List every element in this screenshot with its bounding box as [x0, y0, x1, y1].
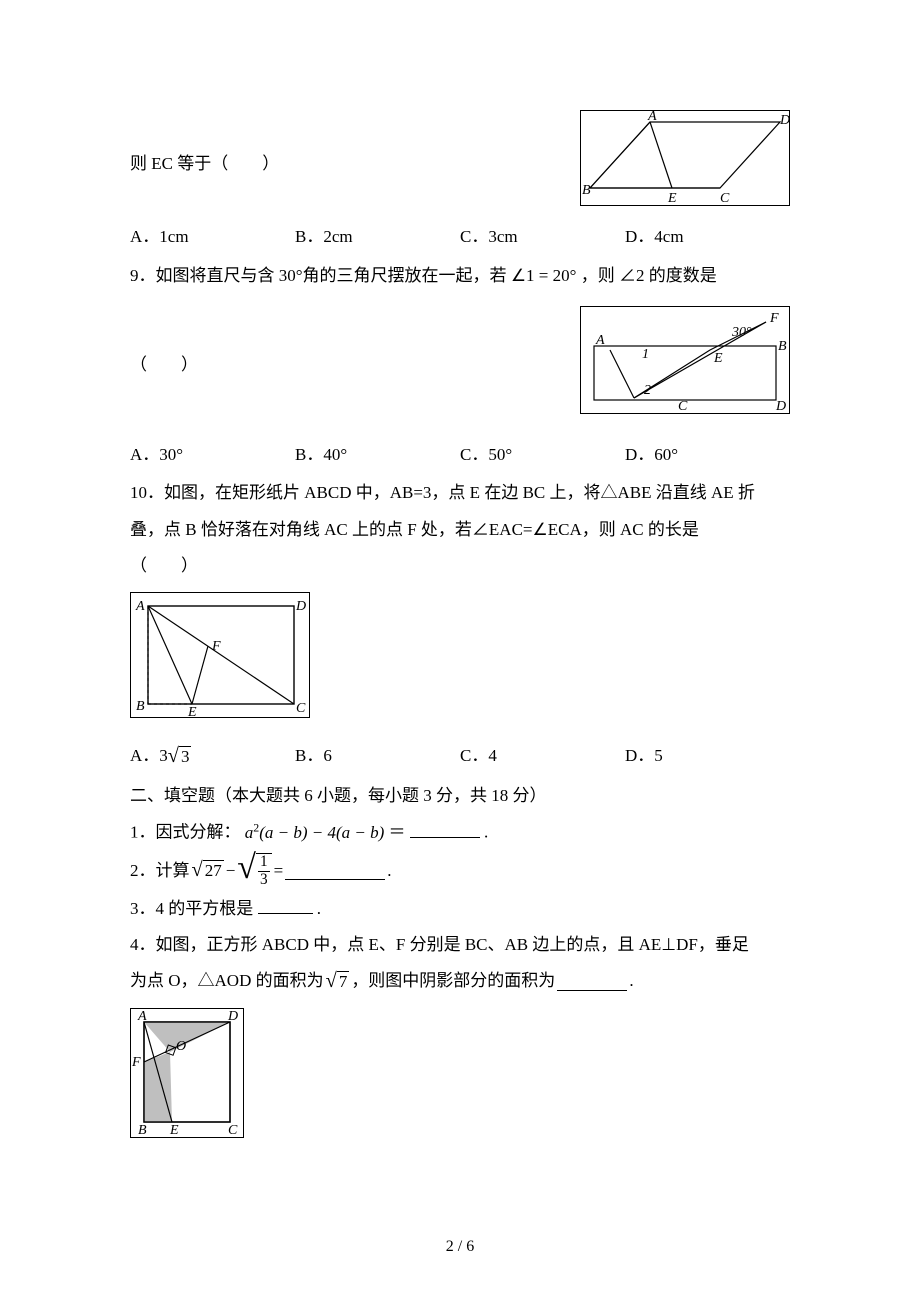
- svg-text:A: A: [137, 1009, 147, 1024]
- f4-figure: A B C D E F O: [130, 1008, 244, 1149]
- f2-rad-frac: √ 13: [237, 853, 271, 889]
- q10-paren: （ ）: [130, 550, 790, 582]
- f2-eq: =: [274, 855, 284, 887]
- q9-angle1: ∠1 = 20°: [511, 266, 577, 285]
- svg-text:D: D: [779, 113, 790, 128]
- q10-figure: A B C D E F: [130, 592, 310, 729]
- q8-opt-d: D．4cm: [625, 221, 790, 253]
- svg-text:F: F: [211, 639, 221, 654]
- q8-options: A．1cm B．2cm C．3cm D．4cm: [130, 221, 790, 253]
- q9-options: A．30° B．40° C．50° D．60°: [130, 439, 790, 471]
- svg-text:B: B: [778, 339, 787, 354]
- svg-text:A: A: [135, 599, 145, 614]
- q8-figure: A D B E C: [580, 110, 790, 217]
- svg-text:E: E: [169, 1123, 179, 1138]
- q8-opt-c: C．3cm: [460, 221, 625, 253]
- svg-text:E: E: [667, 191, 677, 206]
- svg-text:B: B: [136, 699, 145, 714]
- q10-stem-1: 10．如图，在矩形纸片 ABCD 中，AB=3，点 E 在边 BC 上，将△AB…: [130, 477, 790, 509]
- f4-line2: 为点 O，△AOD 的面积为 √7 ，则图中阴影部分的面积为 .: [130, 965, 790, 997]
- f3-blank: [258, 896, 313, 914]
- svg-text:C: C: [296, 701, 306, 716]
- q10-opt-c: C．4: [460, 740, 625, 772]
- q9-opt-a: A．30°: [130, 439, 295, 471]
- f1-eq: ＝: [389, 823, 406, 842]
- f3: 3．4 的平方根是 .: [130, 893, 790, 925]
- f2-suffix: .: [387, 855, 391, 887]
- f4-blank: [557, 973, 627, 991]
- q9-stem-1: 9．如图将直尺与含 30°角的三角尺摆放在一起，若: [130, 266, 507, 285]
- q10-opt-d: D．5: [625, 740, 790, 772]
- q9-opt-b: B．40°: [295, 439, 460, 471]
- svg-text:D: D: [227, 1009, 238, 1024]
- svg-text:B: B: [582, 183, 591, 198]
- q9-paren: （ ）: [130, 349, 198, 381]
- f3-suffix: .: [317, 899, 321, 918]
- q9-stem: 9．如图将直尺与含 30°角的三角尺摆放在一起，若 ∠1 = 20° ，则 ∠2…: [130, 260, 790, 292]
- f4-line2b: ，则图中阴影部分的面积为: [351, 965, 555, 997]
- svg-text:D: D: [295, 599, 306, 614]
- q8-opt-b: B．2cm: [295, 221, 460, 253]
- q9-row: （ ） A B C D E F 30° 1 2: [130, 306, 790, 425]
- q10-options: A．3√3 B．6 C．4 D．5: [130, 740, 790, 772]
- f2: 2．计算 √27 − √ 13 = .: [130, 853, 790, 889]
- q9-opt-c: C．50°: [460, 439, 625, 471]
- section2-title: 二、填空题（本大题共 6 小题，每小题 3 分，共 18 分）: [130, 780, 790, 812]
- svg-text:D: D: [775, 399, 786, 414]
- f2-rad27: √27: [192, 860, 224, 881]
- svg-text:F: F: [769, 311, 779, 326]
- q10-opt-a-prefix: A．: [130, 746, 159, 765]
- q10-opt-a: A．3√3: [130, 740, 295, 772]
- q8-row: 则 EC 等于（ ） A D B E C: [130, 110, 790, 217]
- svg-text:B: B: [138, 1123, 147, 1138]
- svg-text:E: E: [713, 351, 723, 366]
- f1-prefix: 1．因式分解：: [130, 823, 241, 842]
- svg-text:E: E: [187, 705, 197, 718]
- q9-opt-d: D．60°: [625, 439, 790, 471]
- page-footer: 2 / 6: [0, 1232, 920, 1262]
- q9-stem-2: ，则: [581, 266, 615, 285]
- q10-stem-2: 叠，点 B 恰好落在对角线 AC 上的点 F 处，若∠EAC=∠ECA，则 AC…: [130, 514, 790, 546]
- svg-text:O: O: [176, 1039, 186, 1054]
- q9-angle2: ∠2: [619, 266, 645, 285]
- f1: 1．因式分解： a2(a − b) − 4(a − b) ＝ .: [130, 816, 790, 849]
- q10-opt-b: B．6: [295, 740, 460, 772]
- f1-blank: [410, 820, 480, 838]
- f4-line2a: 为点 O，△AOD 的面积为: [130, 965, 324, 997]
- svg-text:2: 2: [644, 383, 651, 398]
- svg-text:A: A: [595, 333, 605, 348]
- q8-opt-a: A．1cm: [130, 221, 295, 253]
- q9-stem-3: 的度数是: [649, 266, 717, 285]
- f4-suffix: .: [629, 965, 633, 997]
- svg-text:C: C: [228, 1123, 238, 1138]
- f4-rad7: √7: [326, 971, 350, 992]
- svg-text:1: 1: [642, 347, 649, 362]
- svg-text:C: C: [720, 191, 730, 206]
- f4-line1: 4．如图，正方形 ABCD 中，点 E、F 分别是 BC、AB 边上的点，且 A…: [130, 929, 790, 961]
- q8-stem: 则 EC 等于（ ）: [130, 148, 279, 180]
- f2-blank: [285, 862, 385, 880]
- svg-text:30°: 30°: [731, 325, 752, 340]
- f2-minus: −: [226, 855, 236, 887]
- q9-figure: A B C D E F 30° 1 2: [580, 306, 790, 425]
- svg-text:C: C: [678, 399, 688, 414]
- f1-suffix: .: [484, 823, 488, 842]
- f1-expr: a2(a − b) − 4(a − b): [245, 823, 385, 842]
- page: 则 EC 等于（ ） A D B E C A．1cm B．2cm C．3cm D…: [0, 0, 920, 1302]
- f2-prefix: 2．计算: [130, 855, 190, 887]
- svg-text:A: A: [647, 110, 657, 124]
- svg-text:F: F: [131, 1055, 141, 1070]
- f3-text: 3．4 的平方根是: [130, 899, 253, 918]
